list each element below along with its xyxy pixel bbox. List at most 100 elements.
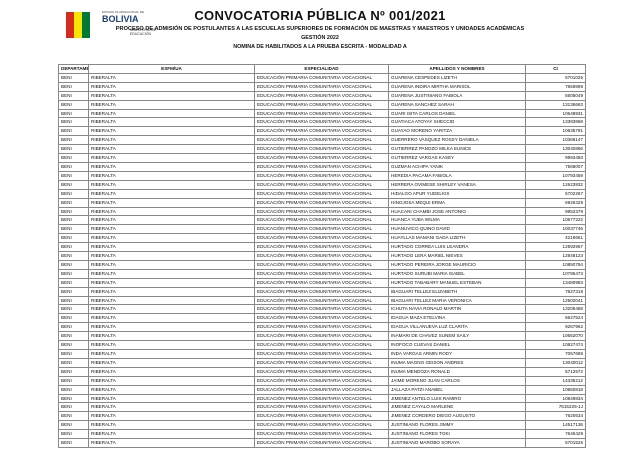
table-row: BENI RIBERALTA EDUCACIÓN PRIMARIA COMUNITA…	[58, 375, 586, 386]
cell: 7615225-1J	[525, 402, 586, 413]
cell: BENI	[58, 295, 89, 306]
cell: RIBERALTA	[88, 286, 255, 297]
subtitle: PROCESO DE ADMISIÓN DE POSTULANTES A LAS…	[115, 26, 525, 32]
cell: RIBERALTA	[88, 117, 255, 128]
cell: 10652070	[525, 331, 586, 342]
cell: EDUCACIÓN PRIMARIA COMUNITARIA VOCACIONA…	[254, 375, 389, 386]
cell: BENI	[58, 251, 89, 261]
cell: ICHUTA NAVIA RONALD MARTIN	[388, 304, 526, 315]
cell: EDUCACIÓN PRIMARIA COMUNITARIA VOCACIONA…	[254, 99, 389, 110]
cell: JIMENEZ CAYALO MARLENE	[388, 402, 526, 413]
table-row: BENI RIBERALTA EDUCACIÓN PRIMARIA COMUNITA…	[58, 99, 586, 110]
cell: BENI	[58, 81, 89, 92]
cell: EDUCACIÓN PRIMARIA COMUNITARIA VOCACIONA…	[254, 366, 389, 377]
cell: RIBERALTA	[88, 144, 255, 155]
cell: HURTADO CORREA LUIS LEANDRA	[388, 242, 526, 253]
cell: RIBERALTA	[88, 349, 255, 359]
cell: 13136663	[525, 99, 586, 110]
cell: BENI	[58, 277, 89, 288]
cell: BENI	[58, 340, 89, 350]
table-row: BENI RIBERALTA EDUCACIÓN PRIMARIA COMUNITA…	[58, 135, 586, 146]
table-row: BENI RIBERALTA EDUCACIÓN PRIMARIA COMUNITA…	[58, 304, 586, 315]
table-row: BENI RIBERALTA EDUCACIÓN PRIMARIA COMUNITA…	[58, 153, 586, 163]
cell: EDUCACIÓN PRIMARIA COMUNITARIA VOCACIONA…	[254, 170, 389, 181]
cell: GUZMAN ACHIPA YANIK	[388, 161, 526, 172]
cell: BENI	[58, 429, 89, 440]
cell: RIBERALTA	[88, 90, 255, 101]
table-body: BENI RIBERALTA EDUCACIÓN PRIMARIA COMUNITA…	[58, 72, 586, 448]
cell: BENI	[58, 438, 89, 448]
cell: IBAGUARI TELLEZ ELIZABETH	[388, 286, 526, 297]
cell: RIBERALTA	[88, 411, 255, 422]
cell: BENI	[58, 304, 89, 315]
cell: BENI	[58, 331, 89, 342]
cell: JIMENEZ CORDERO DIEGO AUGUSTO	[388, 411, 526, 422]
ministry: MINISTERIO DE EDUCACIÓN	[130, 28, 157, 36]
cell: EDUCACIÓN PRIMARIA COMUNITARIA VOCACIONA…	[254, 179, 389, 190]
cell: 7659898	[525, 81, 586, 92]
table-row: BENI RIBERALTA EDUCACIÓN PRIMARIA COMUNITA…	[58, 313, 586, 324]
cell: EDUCACIÓN PRIMARIA COMUNITARIA VOCACIONA…	[254, 429, 389, 440]
cell: BENI	[58, 153, 89, 163]
cell: 10648931	[525, 108, 586, 119]
cell: RIBERALTA	[88, 170, 255, 181]
cell: 10827474	[525, 340, 586, 350]
cell: RIBERALTA	[88, 429, 255, 440]
cell: 13040012	[525, 357, 586, 368]
table-row: BENI RIBERALTA EDUCACIÓN PRIMARIA COMUNITA…	[58, 411, 586, 422]
table-row: BENI RIBERALTA EDUCACIÓN PRIMARIA COMUNITA…	[58, 429, 586, 440]
cell: RIBERALTA	[88, 259, 255, 270]
table-row: BENI RIBERALTA EDUCACIÓN PRIMARIA COMUNITA…	[58, 117, 586, 128]
table-row: BENI RIBERALTA EDUCACIÓN PRIMARIA COMUNITA…	[58, 438, 586, 448]
cell: RIBERALTA	[88, 313, 255, 324]
cell: EDUCACIÓN PRIMARIA COMUNITARIA VOCACIONA…	[254, 277, 389, 288]
cell: RIBERALTA	[88, 420, 255, 431]
cell: JUSTINIANO FLORES JIMMY	[388, 420, 526, 431]
cell: 12592967	[525, 242, 586, 253]
cell: BENI	[58, 420, 89, 431]
cell: 10850818	[525, 384, 586, 395]
cell: BENI	[58, 411, 89, 422]
table-row: BENI RIBERALTA EDUCACIÓN PRIMARIA COMUNITA…	[58, 295, 586, 306]
cell: EDUCACIÓN PRIMARIA COMUNITARIA VOCACIONA…	[254, 206, 389, 217]
cell: EDUCACIÓN PRIMARIA COMUNITARIA VOCACIONA…	[254, 259, 389, 270]
cell: EDUCACIÓN PRIMARIA COMUNITARIA VOCACIONA…	[254, 251, 389, 261]
cell: BENI	[58, 268, 89, 279]
logo: ESTADO PLURINACIONAL DE BOLIVIA MINISTER…	[62, 8, 156, 44]
table-row: BENI RIBERALTA EDUCACIÓN PRIMARIA COMUNITA…	[58, 259, 586, 270]
cell: EDUCACIÓN PRIMARIA COMUNITARIA VOCACIONA…	[254, 357, 389, 368]
cell: INOFOCO CUEVAS DANIEL	[388, 340, 526, 350]
cell: RIBERALTA	[88, 384, 255, 395]
cell: GUARENA INDIRA MIRTHA MARISOL	[388, 81, 526, 92]
cell: 13393868	[525, 117, 586, 128]
cell: BENI	[58, 215, 89, 226]
cell: EDUCACIÓN PRIMARIA COMUNITARIA VOCACIONA…	[254, 117, 389, 128]
table-row: BENI RIBERALTA EDUCACIÓN PRIMARIA COMUNITA…	[58, 277, 586, 288]
cell: HINOJOSA MEQUI ERMA	[388, 197, 526, 208]
cell: EDUCACIÓN PRIMARIA COMUNITARIA VOCACIONA…	[254, 135, 389, 146]
cell: BENI	[58, 161, 89, 172]
cell: BENI	[58, 197, 89, 208]
cell: JALLAZA PATZI ANABEL	[388, 384, 526, 395]
gestion: GESTIÓN 2022	[301, 35, 339, 41]
cell: BENI	[58, 402, 89, 413]
table-row: BENI RIBERALTA EDUCACIÓN PRIMARIA COMUNITA…	[58, 179, 586, 190]
cell: RIBERALTA	[88, 224, 255, 235]
cell: EDUCACIÓN PRIMARIA COMUNITARIA VOCACIONA…	[254, 322, 389, 333]
column-header: APELLIDOS Y NOMBRES	[388, 64, 526, 74]
cell: 10037746	[525, 224, 586, 235]
cell: EDUCACIÓN PRIMARIA COMUNITARIA VOCACIONA…	[254, 304, 389, 315]
column-header: CI	[525, 64, 586, 74]
cell: HERRERA OVIMESE SHIRLEY VANESA	[388, 179, 526, 190]
table-row: BENI RIBERALTA EDUCACIÓN PRIMARIA COMUNITA…	[58, 224, 586, 235]
cell: RIBERALTA	[88, 188, 255, 199]
cell: BENI	[58, 99, 89, 110]
cell: EDUCACIÓN PRIMARIA COMUNITARIA VOCACIONA…	[254, 242, 389, 253]
cell: EDUCACIÓN PRIMARIA COMUNITARIA VOCACIONA…	[254, 233, 389, 244]
cell: 9267962	[525, 322, 586, 333]
cell: RIBERALTA	[88, 72, 255, 83]
column-header: DEPARTAMENTO	[58, 64, 89, 74]
table-row: BENI RIBERALTA EDUCACIÓN PRIMARIA COMUNITA…	[58, 349, 586, 359]
cell: HURTADO PEREIRA JORGE MAURICIO	[388, 259, 526, 270]
cell: RIBERALTA	[88, 197, 255, 208]
